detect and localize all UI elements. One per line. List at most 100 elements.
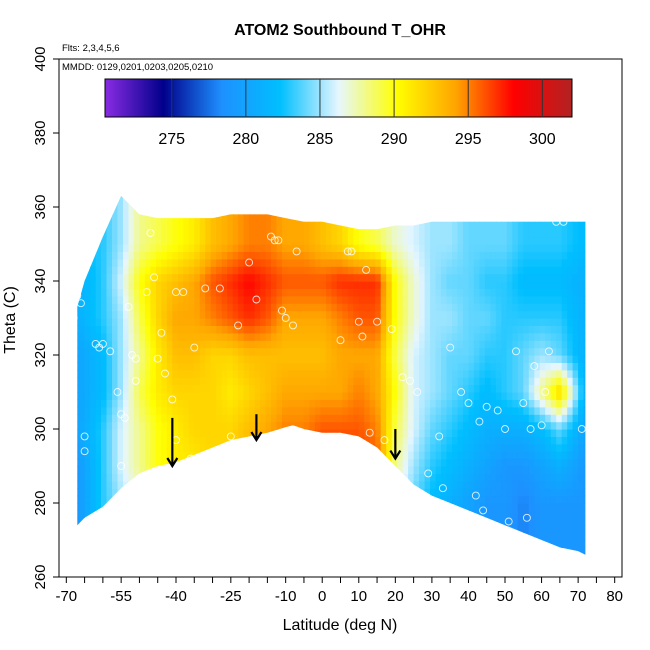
heatmap-cell — [314, 273, 321, 282]
heatmap-cell — [276, 406, 283, 415]
heatmap-cell — [539, 325, 546, 334]
heatmap-cell — [106, 236, 113, 245]
heatmap-cell — [446, 214, 453, 223]
heatmap-cell — [347, 295, 354, 304]
heatmap-cell — [495, 451, 502, 460]
heatmap-cell — [282, 288, 289, 297]
heatmap-cell — [238, 266, 245, 275]
heatmap-cell — [545, 436, 552, 445]
heatmap-cell — [512, 517, 519, 526]
heatmap-cell — [287, 288, 294, 297]
heatmap-cell — [232, 540, 239, 548]
heatmap-cell — [408, 421, 415, 430]
heatmap-cell — [249, 325, 256, 334]
heatmap-cell — [101, 429, 108, 437]
heatmap-cell — [112, 532, 119, 541]
heatmap-cell — [320, 429, 327, 437]
heatmap-cell — [287, 347, 294, 356]
heatmap-cell — [101, 236, 108, 245]
heatmap-cell — [183, 480, 190, 489]
heatmap-cell — [578, 466, 585, 474]
heatmap-cell — [161, 458, 168, 467]
heatmap-cell — [435, 221, 442, 230]
heatmap-cell — [441, 540, 448, 548]
heatmap-cell — [473, 547, 480, 555]
heatmap-cell — [556, 436, 563, 445]
heatmap-cell — [506, 310, 513, 319]
heatmap-cell — [539, 503, 546, 511]
heatmap-cell — [424, 362, 431, 371]
heatmap-cell — [446, 488, 453, 497]
heatmap-cell — [380, 392, 387, 400]
heatmap-cell — [287, 214, 294, 223]
heatmap-cell — [303, 525, 310, 534]
heatmap-cell — [501, 414, 508, 423]
heatmap-cell — [495, 503, 502, 511]
heatmap-cell — [265, 406, 272, 415]
heatmap-cell — [123, 244, 130, 252]
heatmap-cell — [495, 266, 502, 275]
heatmap-cell — [539, 199, 546, 208]
heatmap-cell — [331, 236, 338, 245]
heatmap-cell — [320, 318, 327, 326]
heatmap-cell — [95, 318, 102, 326]
heatmap-cell — [380, 340, 387, 349]
heatmap-cell — [572, 480, 579, 489]
heatmap-cell — [112, 214, 119, 223]
heatmap-cell — [320, 443, 327, 452]
heatmap-cell — [424, 273, 431, 282]
heatmap-cell — [375, 369, 382, 378]
heatmap-cell — [77, 199, 80, 208]
heatmap-cell — [534, 443, 541, 452]
heatmap-cell — [402, 207, 409, 215]
heatmap-cell — [473, 421, 480, 430]
heatmap-cell — [293, 258, 300, 267]
heatmap-cell — [391, 199, 398, 208]
heatmap-cell — [133, 451, 140, 460]
heatmap-cell — [128, 244, 135, 252]
heatmap-cell — [293, 480, 300, 489]
heatmap-cell — [177, 281, 184, 289]
heatmap-cell — [210, 458, 217, 467]
heatmap-cell — [430, 221, 437, 230]
heatmap-cell — [391, 503, 398, 511]
heatmap-cell — [216, 458, 223, 467]
heatmap-cell — [331, 495, 338, 504]
heatmap-cell — [210, 199, 217, 208]
heatmap-cell — [501, 295, 508, 304]
heatmap-cell — [578, 369, 585, 378]
heatmap-cell — [441, 244, 448, 252]
heatmap-cell — [106, 273, 113, 282]
heatmap-cell — [177, 384, 184, 393]
heatmap-field — [77, 195, 586, 555]
heatmap-cell — [271, 214, 278, 223]
heatmap-cell — [161, 221, 168, 230]
heatmap-cell — [210, 229, 217, 238]
heatmap-cell — [144, 195, 151, 201]
heatmap-cell — [430, 347, 437, 356]
heatmap-cell — [473, 214, 480, 223]
heatmap-cell — [90, 229, 97, 238]
heatmap-cell — [177, 399, 184, 408]
flight-marker — [544, 347, 553, 356]
heatmap-cell — [572, 214, 579, 223]
heatmap-cell — [227, 517, 234, 526]
heatmap-cell — [347, 480, 354, 489]
heatmap-cell — [353, 273, 360, 282]
heatmap-cell — [276, 258, 283, 267]
heatmap-cell — [364, 229, 371, 238]
heatmap-cell — [133, 251, 140, 260]
heatmap-cell — [468, 466, 475, 474]
heatmap-cell — [419, 532, 426, 541]
heatmap-cell — [441, 355, 448, 363]
heatmap-cell — [325, 369, 332, 378]
heatmap-cell — [106, 325, 113, 334]
heatmap-cell — [517, 318, 524, 326]
heatmap-cell — [567, 229, 574, 238]
heatmap-cell — [556, 495, 563, 504]
heatmap-cell — [210, 414, 217, 423]
heatmap-cell — [550, 421, 557, 430]
heatmap-cell — [473, 392, 480, 400]
heatmap-cell — [424, 340, 431, 349]
heatmap-cell — [155, 495, 162, 504]
